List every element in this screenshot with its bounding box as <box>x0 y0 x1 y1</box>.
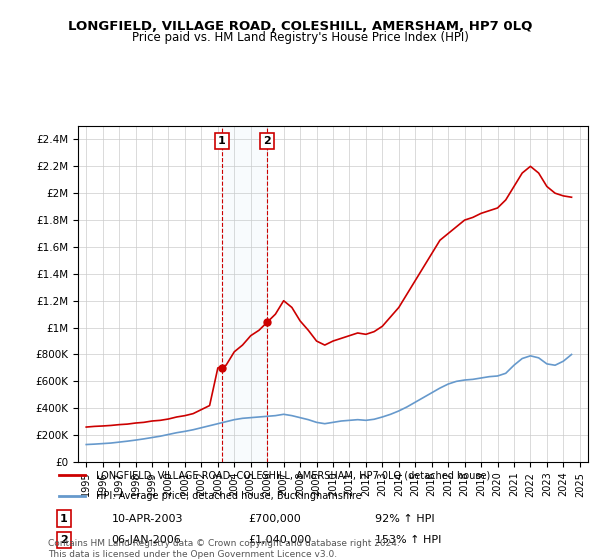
Text: 1: 1 <box>60 514 68 524</box>
Text: £700,000: £700,000 <box>248 514 301 524</box>
Text: 92% ↑ HPI: 92% ↑ HPI <box>376 514 435 524</box>
Text: LONGFIELD, VILLAGE ROAD, COLESHILL, AMERSHAM, HP7 0LQ: LONGFIELD, VILLAGE ROAD, COLESHILL, AMER… <box>68 20 532 32</box>
Text: 06-JAN-2006: 06-JAN-2006 <box>112 535 181 545</box>
Text: 2: 2 <box>263 136 271 146</box>
Text: 1: 1 <box>218 136 226 146</box>
Text: £1,040,000: £1,040,000 <box>248 535 312 545</box>
Text: Price paid vs. HM Land Registry's House Price Index (HPI): Price paid vs. HM Land Registry's House … <box>131 31 469 44</box>
Bar <box>222 126 267 462</box>
Text: 10-APR-2003: 10-APR-2003 <box>112 514 183 524</box>
Text: 2: 2 <box>60 535 68 545</box>
Text: HPI: Average price, detached house, Buckinghamshire: HPI: Average price, detached house, Buck… <box>95 491 361 501</box>
Text: 153% ↑ HPI: 153% ↑ HPI <box>376 535 442 545</box>
Text: LONGFIELD, VILLAGE ROAD, COLESHILL, AMERSHAM, HP7 0LQ (detached house): LONGFIELD, VILLAGE ROAD, COLESHILL, AMER… <box>95 470 490 480</box>
Text: Contains HM Land Registry data © Crown copyright and database right 2024.
This d: Contains HM Land Registry data © Crown c… <box>48 539 400 559</box>
